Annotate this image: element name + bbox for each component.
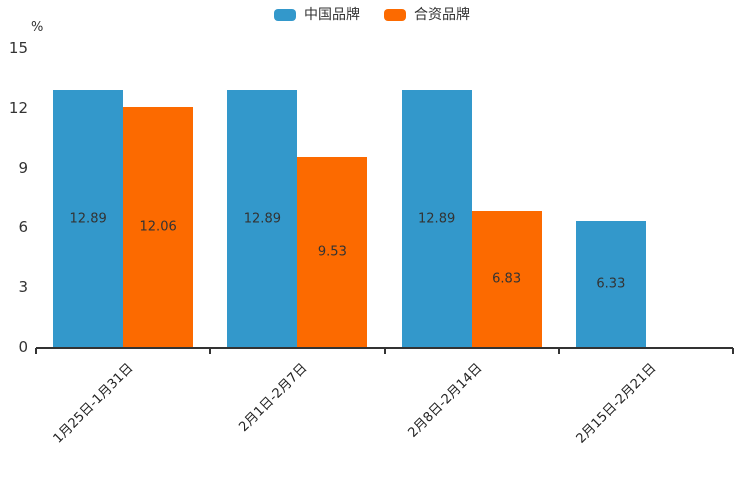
x-category-label: 1月25日-1月31日: [50, 360, 137, 447]
x-category-label: 2月8日-2月14日: [405, 360, 486, 441]
bar-value-label: 12.06: [139, 219, 177, 235]
bar-value-label: 12.89: [69, 211, 107, 227]
x-tick-mark: [557, 348, 560, 354]
y-axis-unit-label: %: [31, 20, 44, 35]
bar[interactable]: 6.33: [575, 220, 646, 347]
bar[interactable]: 12.89: [227, 90, 298, 347]
x-tick-mark: [732, 348, 734, 354]
bar-value-label: 12.89: [243, 211, 281, 227]
legend-item[interactable]: 合资品牌: [384, 7, 470, 23]
legend-label: 合资品牌: [414, 7, 470, 23]
x-category-label: 2月1日-2月7日: [236, 360, 311, 435]
y-tick-label: 15: [8, 39, 28, 57]
legend-label: 中国品牌: [304, 7, 360, 23]
y-tick-label: 3: [18, 278, 28, 297]
y-tick-label: 6: [18, 218, 28, 237]
y-tick-label: 9: [18, 158, 28, 177]
bar[interactable]: 12.89: [401, 90, 472, 347]
chart-legend: 中国品牌 合资品牌: [0, 7, 744, 23]
bar-value-label: 12.89: [418, 211, 456, 227]
x-tick-mark: [383, 348, 386, 354]
bar[interactable]: 9.53: [297, 157, 368, 347]
bar-value-label: 6.33: [596, 276, 626, 292]
bar-value-label: 9.53: [317, 244, 347, 260]
bar-value-label: 6.83: [492, 271, 522, 287]
x-category-label: 2月15日-2月21日: [573, 360, 660, 447]
bar[interactable]: 6.83: [471, 210, 542, 347]
bar[interactable]: 12.89: [53, 90, 124, 347]
y-tick-label: 0: [18, 338, 28, 356]
bar[interactable]: 12.06: [123, 106, 194, 347]
x-tick-mark: [209, 348, 212, 354]
legend-swatch-icon: [274, 9, 296, 21]
legend-swatch-icon: [384, 9, 406, 21]
legend-item[interactable]: 中国品牌: [274, 7, 360, 23]
y-tick-label: 12: [8, 98, 28, 117]
x-tick-mark: [35, 348, 37, 354]
